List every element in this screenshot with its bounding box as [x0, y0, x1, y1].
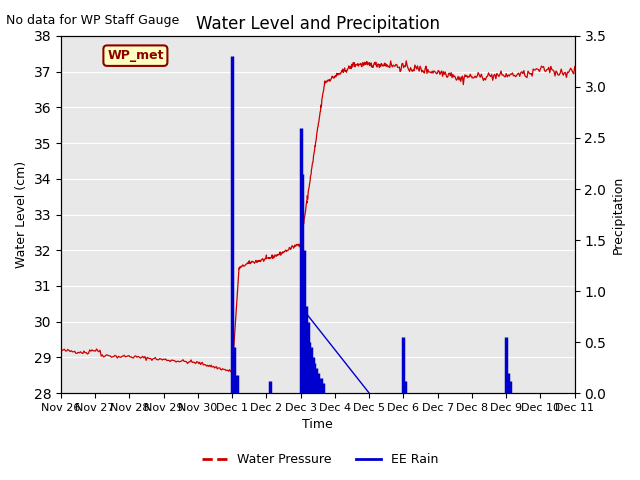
Text: No data for WP Staff Gauge: No data for WP Staff Gauge	[6, 14, 180, 27]
Legend: Water Pressure, EE Rain: Water Pressure, EE Rain	[196, 448, 444, 471]
Text: WP_met: WP_met	[107, 49, 164, 62]
X-axis label: Time: Time	[303, 419, 333, 432]
Y-axis label: Water Level (cm): Water Level (cm)	[15, 161, 28, 268]
Title: Water Level and Precipitation: Water Level and Precipitation	[196, 15, 440, 33]
Y-axis label: Precipitation: Precipitation	[612, 175, 625, 253]
